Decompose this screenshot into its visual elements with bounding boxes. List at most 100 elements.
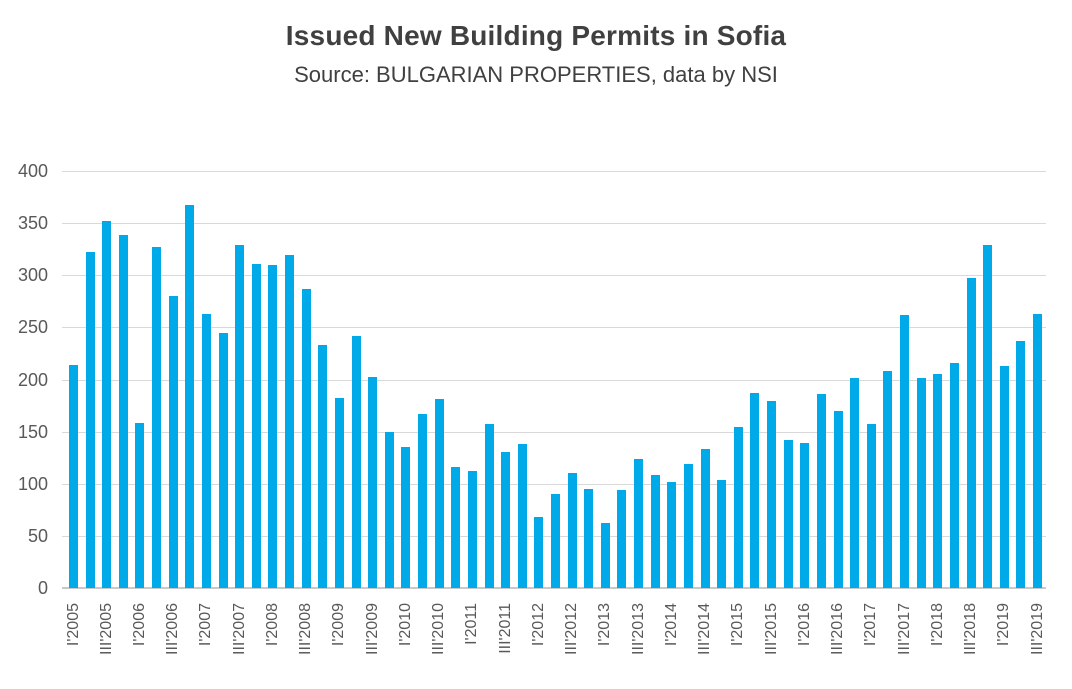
gridline xyxy=(62,327,1046,329)
x-tick-label-text: III'2013 xyxy=(629,603,647,655)
x-tick-label-text: I'2007 xyxy=(197,603,215,647)
bar-I'2016 xyxy=(800,443,810,588)
x-tick-label-text: I'2014 xyxy=(662,603,680,647)
bar-III'2010 xyxy=(434,399,444,588)
x-tick-label-text: I'2012 xyxy=(529,603,547,647)
bar-I'2006 xyxy=(135,423,145,588)
y-tick-label: 200 xyxy=(17,369,48,390)
y-tick-label: 0 xyxy=(37,578,48,598)
bar-III'2014 xyxy=(700,449,710,588)
bar-IV'2016 xyxy=(850,378,860,588)
bar-IV'2011 xyxy=(517,444,527,588)
y-tick-label: 150 xyxy=(17,421,48,442)
bar-III'2016 xyxy=(833,410,843,588)
x-tick-label-text: I'2016 xyxy=(795,603,813,647)
bar-II'2009 xyxy=(351,335,361,588)
bar-II'2019 xyxy=(1016,340,1026,588)
bar-I'2012 xyxy=(534,517,544,588)
chart-subtitle: Source: BULGARIAN PROPERTIES, data by NS… xyxy=(294,62,778,87)
x-tick-label-text: I'2006 xyxy=(130,603,148,647)
x-tick-label-text: I'2005 xyxy=(64,603,82,647)
bar-II'2015 xyxy=(750,393,760,588)
bar-II'2008 xyxy=(285,255,295,588)
x-tick-label-text: I'2015 xyxy=(729,603,747,647)
bar-III'2011 xyxy=(501,452,511,588)
bar-IV'2018 xyxy=(983,245,993,588)
bar-I'2019 xyxy=(999,365,1009,588)
bar-IV'2005 xyxy=(118,234,128,588)
x-tick-label-text: III'2006 xyxy=(164,603,182,655)
x-tick-label-text: I'2008 xyxy=(263,603,281,647)
x-tick-label-text: III'2007 xyxy=(230,603,248,655)
x-axis-line xyxy=(62,587,1046,589)
bar-I'2013 xyxy=(600,523,610,588)
bar-I'2017 xyxy=(866,424,876,588)
bar-IV'2007 xyxy=(251,263,261,588)
bar-I'2010 xyxy=(401,447,411,588)
bar-I'2015 xyxy=(733,427,743,588)
bar-III'2005 xyxy=(102,221,112,588)
bar-II'2014 xyxy=(683,463,693,588)
x-tick-label-text: I'2011 xyxy=(463,603,481,645)
x-tick-label-text: III'2017 xyxy=(895,603,913,655)
bar-I'2011 xyxy=(467,471,477,588)
x-tick-label-text: I'2013 xyxy=(596,603,614,647)
x-tick-label-text: III'2019 xyxy=(1028,603,1046,655)
bar-III'2018 xyxy=(966,278,976,588)
bar-II'2013 xyxy=(617,490,627,588)
bar-II'2006 xyxy=(152,247,162,588)
bar-III'2009 xyxy=(368,377,378,588)
y-tick-label: 50 xyxy=(27,525,48,546)
gridline xyxy=(62,223,1046,225)
gridline xyxy=(62,379,1046,381)
bar-III'2015 xyxy=(767,401,777,588)
bar-IV'2015 xyxy=(783,439,793,588)
x-tick-label-text: III'2014 xyxy=(696,603,714,655)
x-tick-label-text: III'2010 xyxy=(430,603,448,655)
bar-III'2013 xyxy=(634,458,644,588)
bar-II'2016 xyxy=(816,394,826,588)
bar-I'2018 xyxy=(933,374,943,588)
bar-IV'2009 xyxy=(384,431,394,588)
gridline xyxy=(62,431,1046,433)
x-tick-label-text: I'2010 xyxy=(396,603,414,647)
bar-II'2005 xyxy=(85,252,95,588)
x-tick-label-text: I'2019 xyxy=(995,603,1013,647)
bar-I'2009 xyxy=(334,398,344,588)
bar-IV'2017 xyxy=(916,378,926,588)
bar-III'2006 xyxy=(168,296,178,588)
bar-IV'2008 xyxy=(318,345,328,588)
bar-IV'2006 xyxy=(185,205,195,588)
x-tick-label-text: III'2016 xyxy=(829,603,847,655)
y-tick-label: 400 xyxy=(17,161,48,181)
bar-III'2007 xyxy=(235,245,245,588)
x-tick-label-text: III'2011 xyxy=(496,603,514,654)
bar-II'2007 xyxy=(218,332,228,588)
bar-I'2007 xyxy=(201,313,211,588)
y-tick-label: 300 xyxy=(17,265,48,286)
bar-III'2017 xyxy=(900,314,910,588)
bar-II'2011 xyxy=(484,424,494,588)
x-tick-label-text: III'2008 xyxy=(297,603,315,655)
x-tick-label-text: I'2009 xyxy=(330,603,348,647)
bar-I'2005 xyxy=(69,364,78,588)
gridline xyxy=(62,275,1046,277)
bar-IV'2014 xyxy=(717,479,727,588)
chart-title: Issued New Building Permits in Sofia xyxy=(285,20,787,51)
gridline xyxy=(62,483,1046,485)
bar-I'2014 xyxy=(667,481,677,588)
x-tick-label-text: III'2009 xyxy=(363,603,381,655)
bar-IV'2013 xyxy=(650,475,660,588)
bar-II'2010 xyxy=(418,413,428,588)
bar-III'2019 xyxy=(1033,313,1042,588)
y-tick-label: 100 xyxy=(17,473,48,494)
x-tick-label-text: III'2012 xyxy=(563,603,581,655)
bar-II'2012 xyxy=(551,494,560,588)
x-tick-label-text: III'2005 xyxy=(97,603,115,655)
gridline xyxy=(62,171,1046,172)
x-tick-label-text: III'2018 xyxy=(962,603,980,655)
bar-II'2018 xyxy=(949,362,959,588)
bar-II'2017 xyxy=(883,371,893,588)
y-tick-label: 350 xyxy=(17,213,48,234)
